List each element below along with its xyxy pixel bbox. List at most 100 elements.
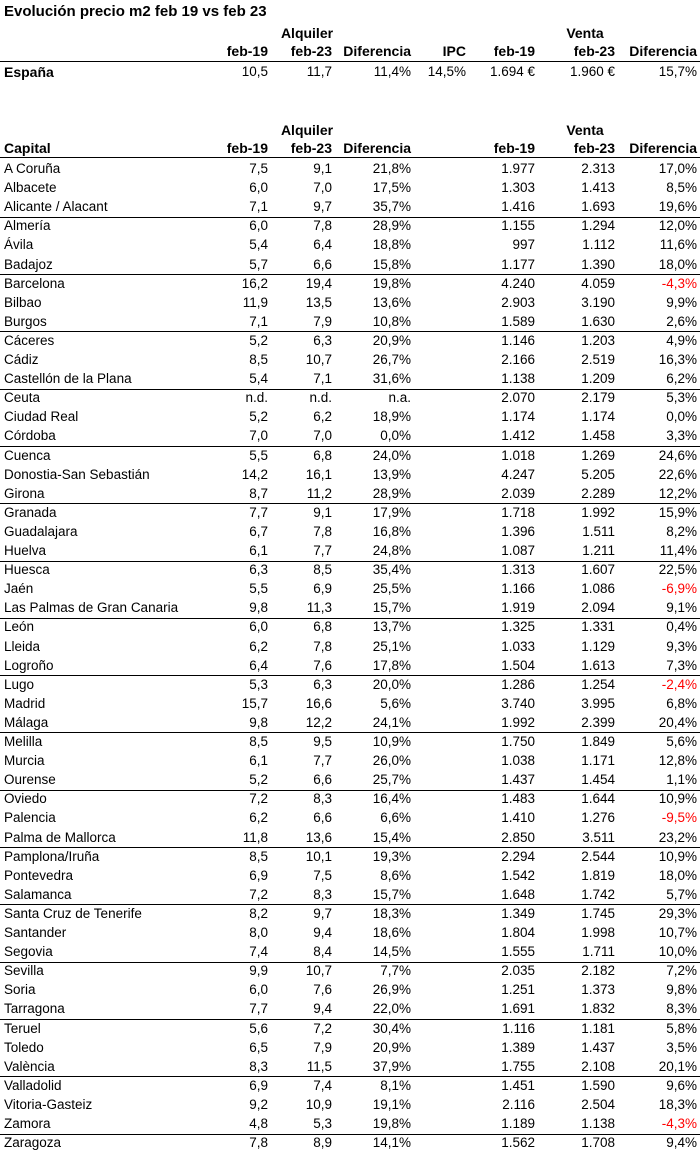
cell: 7,5 — [249, 161, 268, 176]
cell: 7,2% — [666, 963, 697, 979]
cell: 20,0% — [372, 676, 411, 692]
capital-name: Barcelona — [4, 275, 65, 291]
row-separator — [0, 675, 700, 676]
cell: 1.630 — [581, 313, 615, 329]
capital-name: Donostia-San Sebastián — [4, 466, 150, 482]
cell: 20,9% — [372, 1039, 411, 1055]
cell: 1.138 — [501, 371, 535, 387]
cell: 7,8 — [313, 218, 332, 234]
cell: 15,4% — [372, 829, 411, 845]
cell: 8,5% — [666, 180, 697, 196]
cell: 18,0% — [658, 256, 697, 272]
cell: 18,0% — [658, 867, 697, 883]
cell: 1.648 — [501, 886, 535, 902]
cell: 1.209 — [581, 371, 615, 387]
cell: 13,7% — [372, 619, 411, 635]
group-header: Venta — [566, 25, 604, 41]
capital-name: Cáceres — [4, 332, 55, 348]
cell: 1.998 — [581, 925, 615, 940]
cell: 0,4% — [666, 619, 697, 635]
cell: 5,4 — [249, 237, 268, 253]
cell: 16,4% — [372, 791, 411, 807]
cell: 2.519 — [581, 352, 615, 367]
row-separator — [0, 732, 700, 733]
cell: 2.070 — [501, 390, 535, 406]
title: Evolución precio m2 feb 19 vs feb 23 — [4, 3, 267, 20]
group-header: Venta — [566, 122, 604, 138]
column-header: Capital — [4, 140, 51, 156]
cell: 9,4 — [313, 925, 332, 940]
cell: 7,7 — [313, 543, 332, 558]
row-separator — [0, 1076, 700, 1077]
capital-name: Ourense — [4, 772, 56, 788]
cell: 15,7% — [658, 64, 697, 79]
capital-name: Santander — [4, 925, 67, 940]
cell: 6,9 — [313, 581, 332, 597]
row-separator — [0, 446, 700, 447]
cell: 7,4 — [249, 944, 268, 960]
cell: 18,9% — [372, 409, 411, 425]
cell: 18,6% — [372, 925, 411, 940]
cell: 14,5% — [427, 64, 466, 79]
capital-name: Valladolid — [4, 1077, 62, 1093]
cell: 6,2 — [249, 810, 268, 826]
cell: 10,0% — [658, 944, 697, 960]
cell: 6,8 — [313, 447, 332, 463]
cell: 1.276 — [581, 810, 615, 826]
cell: 10,9% — [658, 791, 697, 807]
column-header: feb-19 — [226, 140, 268, 156]
capital-name: València — [4, 1058, 55, 1074]
cell: 997 — [512, 237, 535, 253]
cell: 19,4 — [305, 275, 332, 291]
row-separator — [0, 847, 700, 848]
cell: 6,5 — [249, 1039, 268, 1055]
cell: 15,9% — [658, 504, 697, 520]
cell: 1.750 — [501, 734, 535, 749]
cell: 19,3% — [372, 848, 411, 864]
cell: 1.832 — [581, 1001, 615, 1017]
capital-name: Girona — [4, 485, 45, 501]
cell: 18,3% — [372, 905, 411, 921]
cell: 9,9% — [666, 294, 697, 310]
cell: 6,2 — [313, 409, 332, 425]
row-separator — [0, 561, 700, 562]
cell: 9,8 — [249, 600, 268, 616]
cell: 26,9% — [372, 982, 411, 998]
capital-name: Melilla — [4, 734, 43, 749]
cell: 10,9% — [658, 848, 697, 864]
cell: 17,0% — [658, 161, 697, 176]
cell: 1.562 — [501, 1135, 535, 1151]
cell: 9,7 — [313, 905, 332, 921]
row-separator — [0, 274, 700, 275]
cell: 1.389 — [501, 1039, 535, 1055]
cell: 9,1% — [666, 600, 697, 616]
cell: 8,7 — [249, 485, 268, 501]
capital-name: Alicante / Alacant — [4, 199, 108, 215]
capital-name: Santa Cruz de Tenerife — [4, 905, 142, 921]
cell: 3.740 — [501, 695, 535, 711]
cell: 18,8% — [372, 237, 411, 253]
cell: 10,7 — [305, 352, 332, 367]
cell: 1.269 — [581, 447, 615, 463]
cell: 7,0 — [313, 428, 332, 444]
cell: 7,8 — [313, 638, 332, 654]
cell: 8,9 — [313, 1135, 332, 1151]
cell: 8,3 — [313, 791, 332, 807]
capital-name: Sevilla — [4, 963, 44, 979]
cell: 25,1% — [372, 638, 411, 654]
cell: 5,7 — [249, 256, 268, 272]
cell: 35,7% — [372, 199, 411, 215]
cell: 1.542 — [501, 867, 535, 883]
capital-name: Cuenca — [4, 447, 51, 463]
cell: 5,7% — [666, 886, 697, 902]
capital-name: Ciudad Real — [4, 409, 79, 425]
cell: 8,3 — [249, 1058, 268, 1074]
cell: 1.992 — [501, 714, 535, 730]
capital-name: Murcia — [4, 753, 45, 769]
cell: 3.995 — [581, 695, 615, 711]
capital-name: Bilbao — [4, 294, 42, 310]
cell: 2.903 — [501, 294, 535, 310]
cell: 6,4 — [249, 657, 268, 673]
cell: 5,6% — [380, 695, 411, 711]
cell: 0,0% — [666, 409, 697, 425]
